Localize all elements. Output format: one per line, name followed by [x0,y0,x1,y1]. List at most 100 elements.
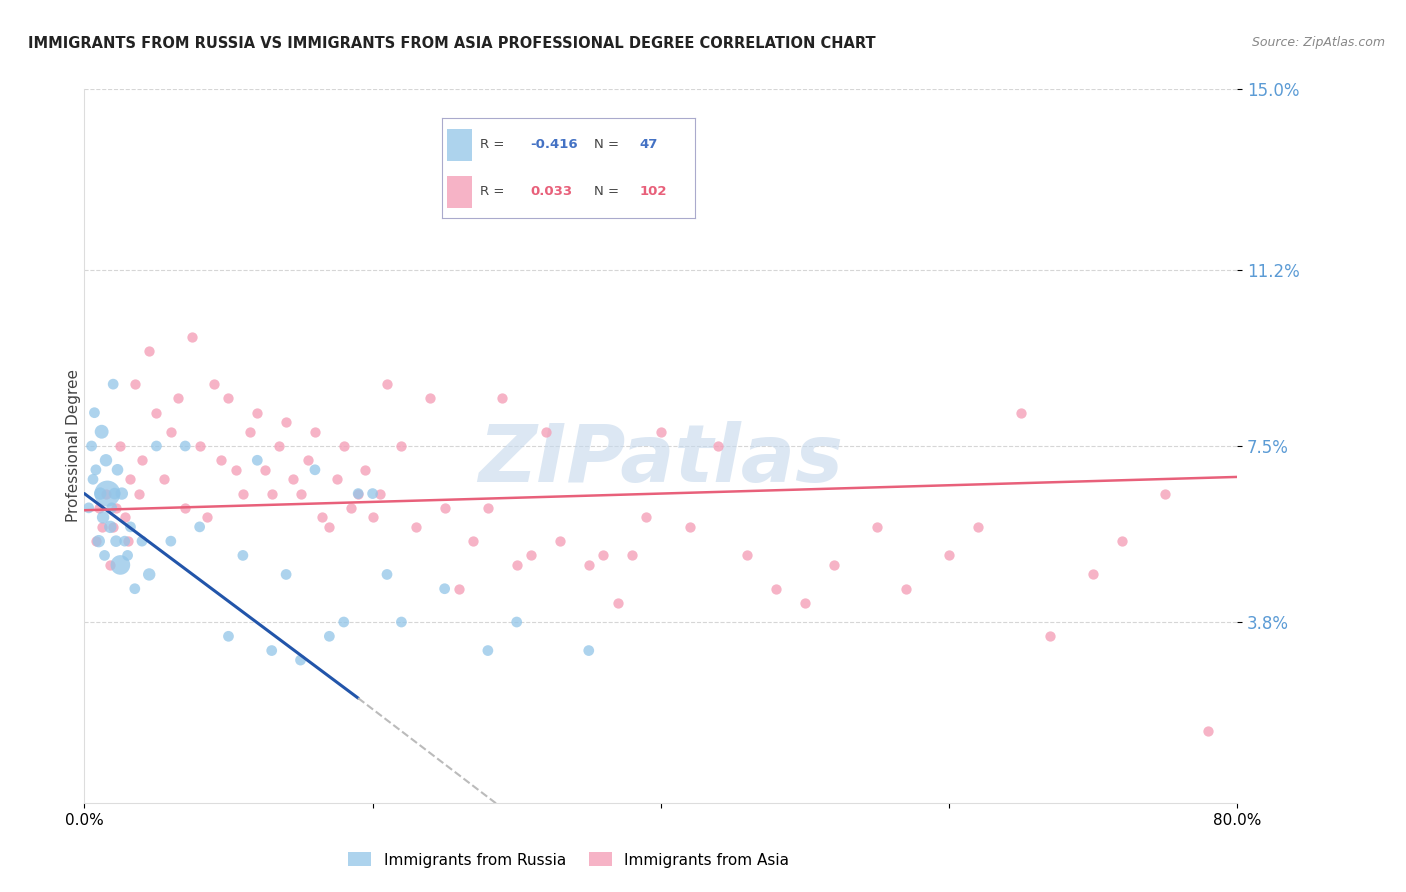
Point [592,549,614,563]
Point [84,463,107,477]
Point [83,406,105,420]
Point [578,643,600,657]
Point [80,439,103,453]
Point [124,582,146,596]
Point [606,596,628,610]
Point [650,425,672,439]
Point [152,472,174,486]
Point [1039,629,1062,643]
Point [93,549,115,563]
Point [477,500,499,515]
Point [391,439,413,453]
Point [181,329,204,343]
Point [124,377,146,392]
Point [463,534,485,549]
Point [98,520,121,534]
Point [90,425,112,439]
Point [174,500,197,515]
Point [866,520,889,534]
Point [138,343,160,358]
Point [534,425,557,439]
Point [477,643,499,657]
Point [737,549,759,563]
Point [225,463,247,477]
Point [167,392,190,406]
Point [89,486,111,500]
Point [246,453,269,467]
Point [138,567,160,582]
Point [347,486,370,500]
Point [449,582,471,596]
Point [679,520,702,534]
Point [967,520,990,534]
Point [765,582,787,596]
Point [1083,567,1105,582]
Point [239,425,262,439]
Point [578,153,600,168]
Point [188,439,211,453]
Point [218,629,240,643]
Point [120,472,142,486]
Point [276,567,298,582]
Point [578,558,600,572]
Point [110,439,132,453]
Text: IMMIGRANTS FROM RUSSIA VS IMMIGRANTS FROM ASIA PROFESSIONAL DEGREE CORRELATION C: IMMIGRANTS FROM RUSSIA VS IMMIGRANTS FRO… [28,36,876,51]
Point [794,596,817,610]
Point [1111,534,1133,549]
Point [290,653,312,667]
Point [104,486,127,500]
Point [276,415,298,429]
Point [98,558,121,572]
Point [361,486,384,500]
Point [103,520,124,534]
Point [105,500,128,515]
Point [96,486,118,500]
Point [297,453,319,467]
Point [361,510,384,524]
Point [195,510,218,524]
Point [325,472,347,486]
Point [506,615,529,629]
Point [188,520,211,534]
Point [823,558,845,572]
Point [202,377,225,392]
Point [90,520,112,534]
Legend: Immigrants from Russia, Immigrants from Asia: Immigrants from Russia, Immigrants from … [342,847,794,873]
Point [391,615,413,629]
Point [117,534,139,549]
Point [283,472,305,486]
Point [87,500,110,515]
Point [491,392,513,406]
Point [87,534,110,549]
Point [253,463,276,477]
Point [82,472,104,486]
Point [548,534,571,549]
Point [340,500,363,515]
Point [232,486,254,500]
Point [117,549,139,563]
Point [174,439,197,453]
Point [160,425,183,439]
Point [145,439,167,453]
Point [105,534,128,549]
Point [267,439,290,453]
Point [520,549,543,563]
Point [111,486,134,500]
Point [621,549,644,563]
Point [290,486,312,500]
Point [318,629,340,643]
Point [347,486,370,500]
Point [304,463,326,477]
Point [120,520,142,534]
Point [145,406,167,420]
Text: ZIPatlas: ZIPatlas [478,421,844,500]
Point [375,377,398,392]
Point [246,406,269,420]
Point [209,453,232,467]
Point [128,486,150,500]
Text: Source: ZipAtlas.com: Source: ZipAtlas.com [1251,36,1385,49]
Point [419,392,441,406]
Point [260,486,283,500]
Point [218,392,240,406]
Point [114,534,136,549]
